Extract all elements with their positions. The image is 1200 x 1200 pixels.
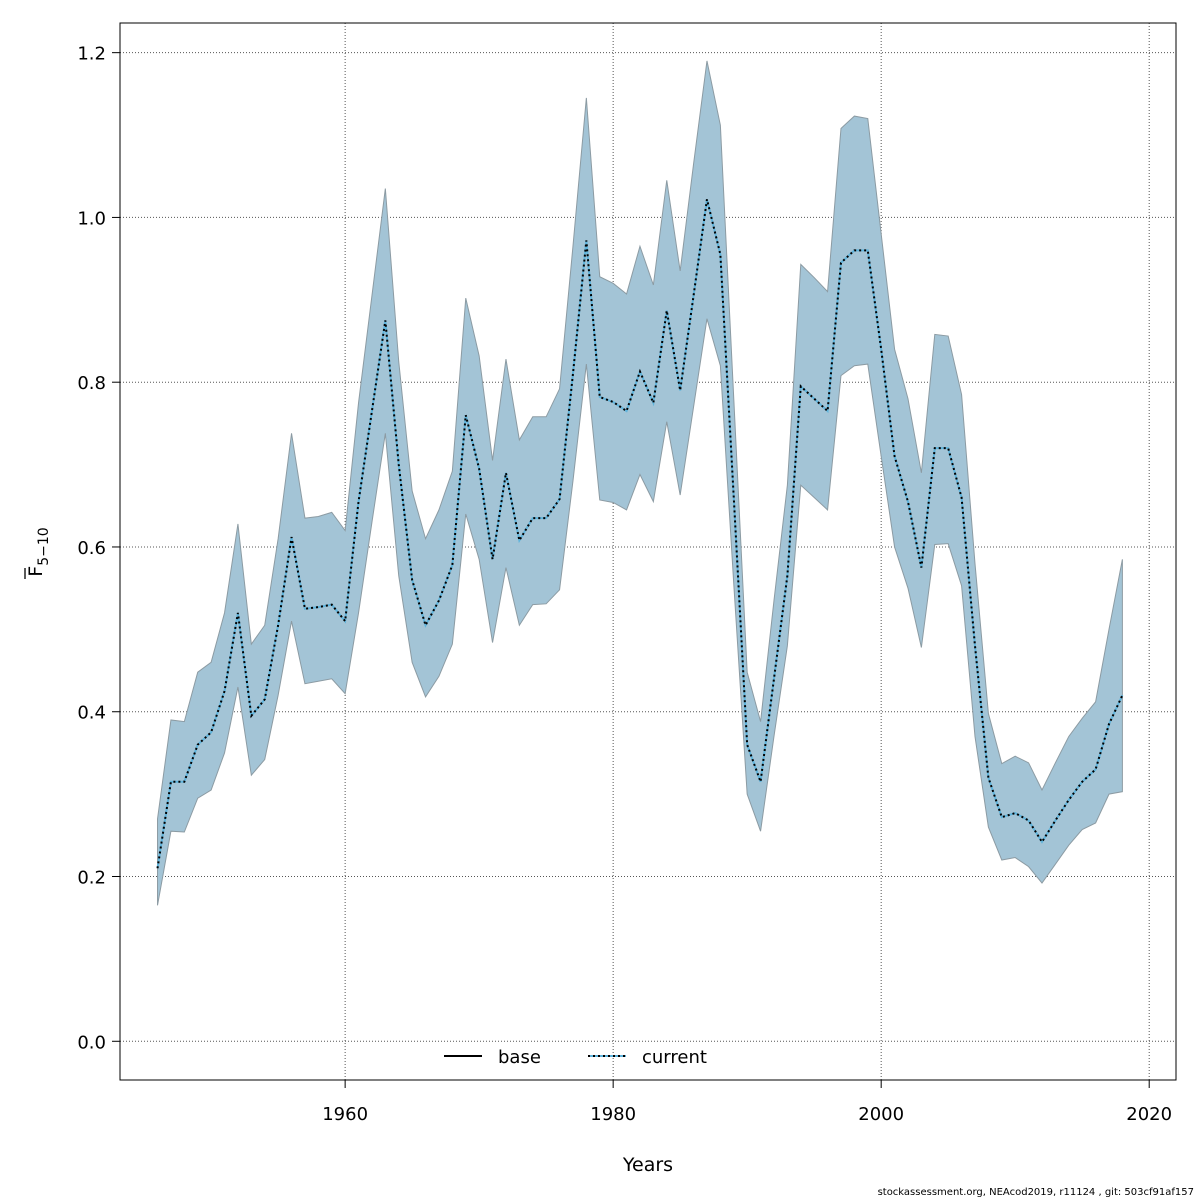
x-tick-label: 1980 (590, 1104, 636, 1125)
y-tick-label: 0.8 (77, 373, 106, 394)
y-label-main: F (25, 566, 47, 577)
y-tick-label: 1.2 (77, 44, 106, 65)
y-tick-label: 1.0 (77, 208, 106, 229)
y-tick-label: 0.6 (77, 538, 106, 559)
footer-credit: stockassessment.org, NEAcod2019, r11124 … (877, 1187, 1194, 1198)
y-axis: 0.0 0.2 0.4 0.6 0.8 1.0 1.2 (77, 44, 120, 1053)
x-axis-label: Years (622, 1154, 673, 1176)
y-tick-label: 0.0 (77, 1032, 106, 1053)
svg-text:F5−10: F5−10 (25, 527, 52, 576)
legend-label-base: base (498, 1047, 541, 1068)
y-axis-label: F5−10 (24, 527, 52, 579)
plot-frame (119, 22, 1177, 1081)
legend-label-current: current (642, 1047, 707, 1068)
x-tick-label: 2020 (1126, 1104, 1172, 1125)
series-line-current (156, 199, 1124, 869)
y-tick-label: 0.4 (77, 703, 106, 724)
legend: base current (444, 1047, 707, 1068)
x-tick-label: 2000 (858, 1104, 904, 1125)
x-axis: 1960 1980 2000 2020 (322, 1080, 1172, 1125)
y-tick-label: 0.2 (77, 868, 106, 889)
y-label-sub: 5−10 (36, 527, 52, 565)
confidence-band (157, 60, 1123, 906)
x-tick-label: 1960 (322, 1104, 368, 1125)
